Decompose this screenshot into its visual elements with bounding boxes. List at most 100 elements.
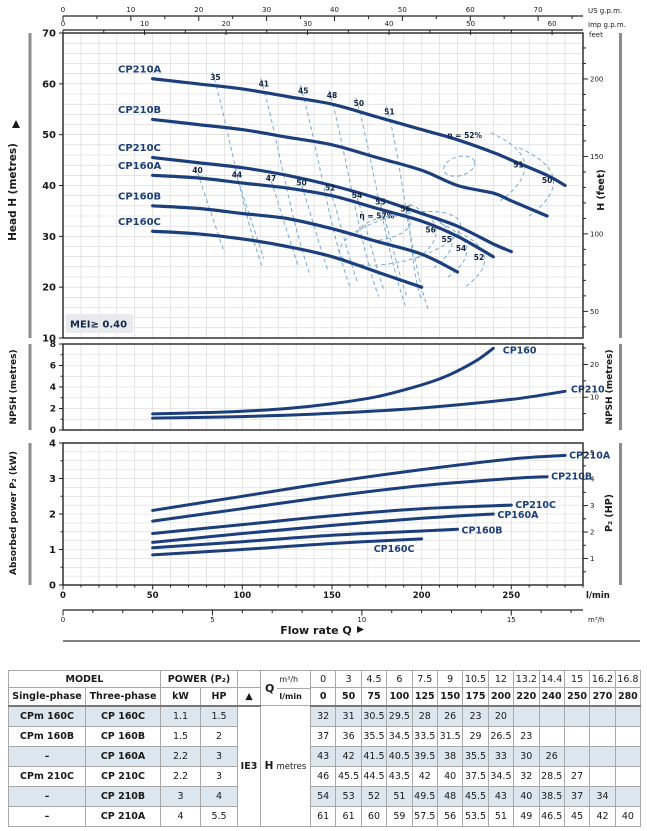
head-value: 34.5 [386, 725, 413, 747]
eta-value-label: 35 [210, 73, 220, 82]
head-value: 51 [487, 805, 515, 827]
head-value: 43 [487, 785, 515, 807]
head-value: 29.5 [386, 705, 413, 727]
head-value [614, 705, 642, 727]
hq-curve-CP210C [151, 155, 513, 254]
eta-value-label: 44 [232, 170, 242, 179]
npsh-curve-CP210 [151, 389, 567, 420]
hq-chart: CP210A CP210B CP210C CP160A CP160B CP160C 35 41… [42, 29, 603, 345]
m3h-tick-label: 5 [210, 616, 214, 624]
eta-value-label: 54 [456, 244, 466, 253]
lmin-tick-label: 0 [60, 591, 66, 601]
model-row-CP160B: CPm 160B CP 160B 1.5 2 37 36 35.5 34.5 33.5 31.5 2… [8, 725, 642, 747]
q-lmin-value: 280 [614, 687, 642, 707]
us-gpm-tick-label: 50 [398, 6, 407, 14]
eta-value-label: 54 [352, 191, 362, 200]
power-curve-CP160C [151, 537, 424, 557]
head-value: 31.5 [436, 725, 464, 747]
hq-curve-label-CP160B: CP160B [118, 191, 161, 202]
us-gpm-unit-label: US g.p.m. [588, 7, 622, 15]
hp-value: 1.5 [200, 705, 238, 727]
head-value: 49 [513, 805, 540, 827]
head-value: 36 [335, 725, 362, 747]
hq-efficiency-contours [195, 71, 554, 312]
power-curve-label-CP160A: CP160A [497, 510, 539, 521]
single-phase-model: CPm 210C [8, 765, 86, 787]
head-value: 40.5 [386, 745, 413, 767]
eta-value-label: 52 [325, 183, 335, 192]
head-value: 45 [563, 805, 591, 827]
us-gpm-tick-label: 60 [466, 6, 475, 14]
q-lmin-value: 250 [563, 687, 591, 707]
hq-ytick-label: 10 [42, 334, 56, 345]
model-row-CP160A: – CP 160A 2.2 3 43 42 41.5 40.5 39.5 38 35.5 33 30 26 [8, 745, 642, 767]
q-lmin-value: 220 [513, 687, 540, 707]
eta-value-label: 56 [425, 225, 435, 234]
head-value: 43.5 [386, 765, 413, 787]
head-value: 52 [360, 785, 388, 807]
hq-ytick-label: 50 [42, 130, 56, 141]
imp-gpm-tick-label: 10 [140, 20, 149, 28]
head-value [563, 725, 591, 747]
q-lmin-value: 50 [335, 687, 362, 707]
eta-contour [328, 90, 380, 297]
head-value: 45.5 [335, 765, 362, 787]
flow-rate-right-arrow-icon [357, 626, 364, 633]
single-phase-model: CPm 160B [8, 725, 86, 747]
hp-value: 3 [200, 765, 238, 787]
npsh-right-tick-label: 10 [590, 394, 599, 402]
eta-value-label: 40 [192, 166, 202, 175]
head-value: 23 [462, 705, 489, 727]
npsh-ytick-label: 8 [50, 340, 56, 350]
model-row-CP210B: – CP 210B 3 4 54 53 52 51 49.5 48 45.5 43 40 38.5 37 34 [8, 785, 642, 807]
q-m3h-value: 4.5 [360, 669, 388, 689]
head-value: 33.5 [411, 725, 438, 747]
eta-value-label: 50 [542, 176, 552, 185]
npsh-curve-label-CP210: CP210 [571, 384, 605, 395]
head-value: 30.5 [360, 705, 388, 727]
q-m3h-value: 13.2 [513, 669, 540, 689]
head-value: 42 [411, 765, 438, 787]
feet-tick-label: 100 [590, 230, 603, 238]
npsh-ytick-label: 0 [50, 426, 56, 436]
lmin-tick-label: 50 [147, 591, 159, 601]
m3h-unit-label: m³/h [588, 616, 604, 624]
hq-curve-CP210B [151, 117, 549, 218]
head-value [614, 745, 642, 767]
q-lmin-value: 125 [411, 687, 438, 707]
power-right-axis-title: P₂ (HP) [604, 494, 615, 532]
head-value: 26 [436, 705, 464, 727]
power-right-tick-label: 5 [590, 449, 594, 457]
q-m3h-value: 15 [563, 669, 591, 689]
head-value: 32 [513, 765, 540, 787]
us-gpm-tick-label: 40 [330, 6, 339, 14]
hq-grid [63, 33, 583, 338]
imp-gpm-tick-label: 50 [466, 20, 475, 28]
lmin-unit-label: l/min [586, 591, 610, 601]
eta-contour [268, 174, 299, 266]
eta-value-label: 52 [474, 253, 484, 262]
ie3-badge: IE3 [237, 705, 261, 827]
header-motor-class-triangle-icon: ▲ [237, 687, 261, 707]
hq-ytick-label: 20 [42, 283, 56, 294]
single-phase-model: CPm 160C [8, 705, 86, 727]
eta-center-label: η = 57% [359, 212, 394, 221]
head-value [614, 765, 642, 787]
npsh-right-tick-label: 20 [590, 361, 599, 369]
lmin-tick-label: 150 [323, 591, 341, 601]
npsh-left-axis-title: NPSH (metres) [9, 349, 19, 424]
eta-value-label: 55 [375, 197, 385, 206]
q-m3h-value: 16.8 [614, 669, 642, 689]
power-ytick-label: 4 [49, 439, 56, 450]
m3h-tick-label: 10 [357, 616, 366, 624]
q-lmin-value: 240 [538, 687, 565, 707]
eta57-outer-loop [339, 210, 462, 266]
eta-value-label: 50 [296, 178, 306, 187]
us-gpm-tick-label: 70 [534, 6, 543, 14]
three-phase-model: CP 210C [85, 765, 161, 787]
hq-curve-label-CP160A: CP160A [118, 161, 162, 172]
head-value: 35.5 [462, 745, 489, 767]
head-value: 42 [589, 805, 616, 827]
hq-curve-CP210A [151, 77, 567, 188]
feet-tick-label: 200 [590, 75, 603, 83]
